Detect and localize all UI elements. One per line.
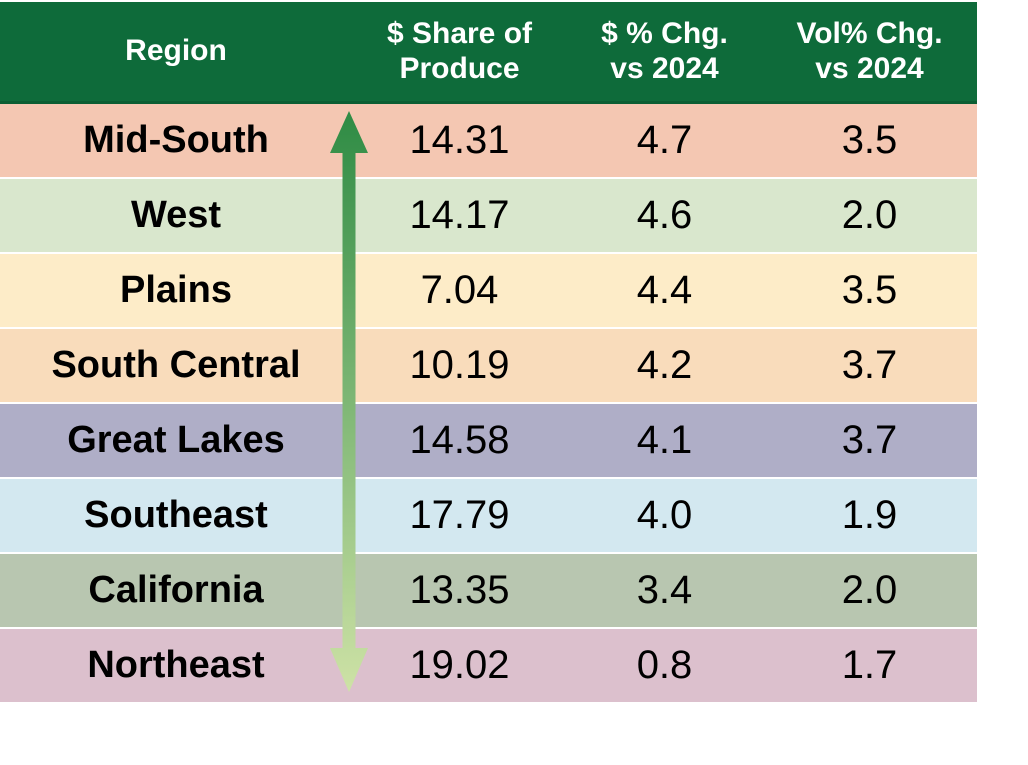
dollar-pct-chg-cell: 3.4 [636,568,693,612]
table-header-row: Region $ Share of Produce $ % Chg. vs 20… [0,2,977,104]
dollar-pct-chg-cell: 4.2 [636,343,693,387]
region-name-cell: Mid-South [83,119,269,161]
vol-pct-chg-cell: 2.0 [841,568,898,612]
dollar-pct-chg-cell: 4.0 [636,493,693,537]
vol-pct-chg-cell: 1.7 [841,643,898,687]
region-name-cell: West [130,194,222,236]
share-of-produce-cell: 7.04 [420,268,499,312]
vol-pct-chg-cell: 3.7 [841,343,898,387]
share-of-produce-cell: 17.79 [409,493,510,537]
region-name-cell: Southeast [84,494,268,536]
column-header-vol-pct-chg: Vol% Chg. vs 2024 [796,17,943,85]
vol-pct-chg-cell: 3.5 [841,268,898,312]
vol-pct-chg-cell: 3.5 [841,118,898,162]
table-row: South Central 10.19 4.2 3.7 [0,329,977,402]
vol-pct-chg-cell: 2.0 [841,193,898,237]
dollar-pct-chg-cell: 4.6 [636,193,693,237]
dollar-pct-chg-cell: 4.1 [636,418,693,462]
share-of-produce-cell: 14.31 [409,118,510,162]
share-of-produce-cell: 13.35 [409,568,510,612]
region-name-cell: Plains [120,269,232,311]
region-name-cell: South Central [51,344,301,386]
table-row: Great Lakes 14.58 4.1 3.7 [0,404,977,477]
dollar-pct-chg-cell: 4.7 [636,118,693,162]
table-row: California 13.35 3.4 2.0 [0,554,977,627]
table-row: Plains 7.04 4.4 3.5 [0,254,977,327]
table-row: Southeast 17.79 4.0 1.9 [0,479,977,552]
table-row: West 14.17 4.6 2.0 [0,179,977,252]
column-header-dollar-pct-chg: $ % Chg. vs 2024 [601,17,728,85]
column-header-region: Region [125,34,227,68]
share-of-produce-cell: 14.58 [409,418,510,462]
table-row: Mid-South 14.31 4.7 3.5 [0,104,977,177]
column-header-share-of-produce: $ Share of Produce [386,17,533,85]
share-of-produce-cell: 19.02 [409,643,510,687]
region-name-cell: California [88,569,264,611]
vol-pct-chg-cell: 3.7 [841,418,898,462]
table-row: Northeast 19.02 0.8 1.7 [0,629,977,702]
share-of-produce-cell: 10.19 [409,343,510,387]
region-name-cell: Great Lakes [67,419,285,461]
table-body: Mid-South 14.31 4.7 3.5 West 14.17 4.6 2.0 Plain… [0,104,977,702]
vol-pct-chg-cell: 1.9 [841,493,898,537]
region-name-cell: Northeast [87,644,265,686]
share-of-produce-cell: 14.17 [409,193,510,237]
dollar-pct-chg-cell: 0.8 [636,643,693,687]
dollar-pct-chg-cell: 4.4 [636,268,693,312]
region-performance-table: Region $ Share of Produce $ % Chg. vs 20… [0,2,977,702]
